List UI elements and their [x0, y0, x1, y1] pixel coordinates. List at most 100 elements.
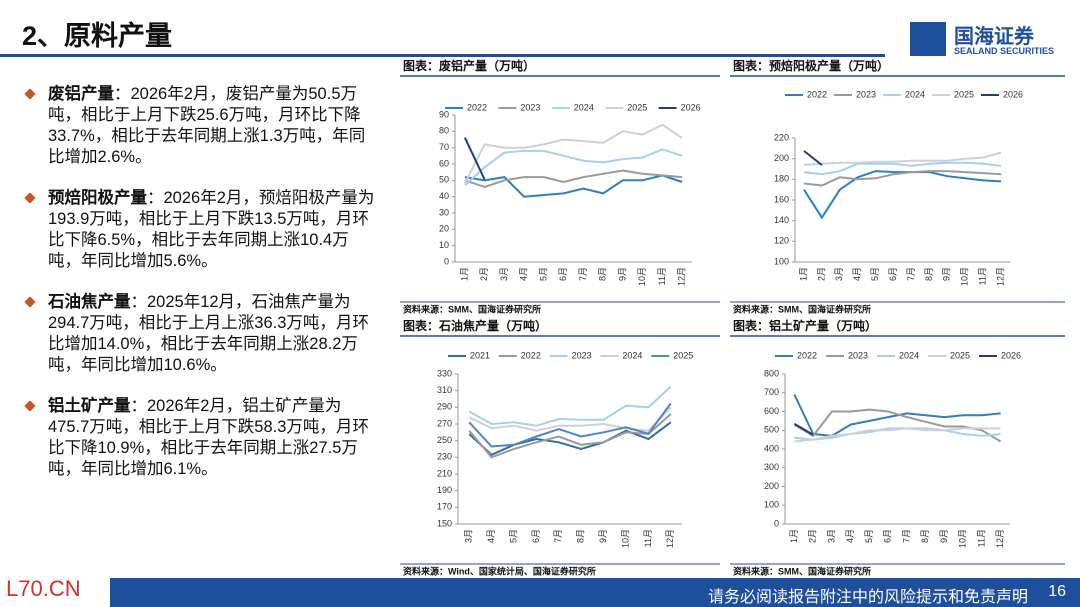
legend-label: 2026	[681, 102, 701, 112]
logo-mark	[910, 22, 946, 56]
y-tick-label: 230	[437, 452, 452, 462]
x-tick-label: 12月	[677, 267, 687, 286]
logo-en: SEALAND SECURITIES	[954, 46, 1055, 56]
y-tick-label: 10	[439, 240, 449, 250]
x-tick-label: 1月	[798, 267, 808, 281]
bullet: 铝土矿产量：2026年2月，铝土矿产量为475.7万吨，相比于上月下跌58.3万…	[34, 396, 379, 480]
data-line	[803, 150, 823, 166]
x-tick-label: 7月	[553, 529, 563, 543]
page-number: 16	[1048, 583, 1066, 600]
slide-title: 2、原料产量	[22, 21, 173, 51]
legend-label: 2022	[521, 350, 541, 360]
y-tick-label: 330	[437, 368, 452, 378]
data-line	[464, 174, 683, 198]
data-line	[468, 385, 672, 427]
footer-bar: 请务必阅读报告附注中的风险提示和免责声明 16	[110, 578, 1080, 607]
y-tick-label: 0	[444, 256, 449, 266]
bullet-text: ：2026年2月，铝土矿产量为475.7万吨，相比于上月下跌58.3万吨，月环比…	[48, 397, 369, 478]
y-tick-label: 270	[437, 418, 452, 428]
x-tick-label: 6月	[888, 267, 898, 281]
x-tick-label: 11月	[978, 267, 988, 285]
x-tick-label: 8月	[598, 267, 608, 281]
legend-label: 2023	[520, 102, 540, 112]
legend-label: 2022	[467, 102, 487, 112]
data-line	[468, 413, 672, 459]
legend-label: 2023	[856, 89, 876, 99]
y-tick-label: 600	[764, 406, 779, 416]
x-tick-label: 12月	[995, 267, 1005, 286]
y-tick-label: 100	[764, 500, 779, 510]
x-tick-label: 6月	[558, 267, 568, 281]
y-tick-label: 400	[764, 443, 779, 453]
bullet: 石油焦产量：2025年12月，石油焦产量为294.7万吨，相比于上月上涨36.3…	[34, 292, 379, 376]
x-tick-label: 6月	[883, 529, 893, 543]
data-line	[464, 148, 683, 186]
x-tick-label: 11月	[643, 529, 653, 547]
x-tick-label: 9月	[942, 267, 952, 281]
x-tick-label: 4月	[845, 529, 855, 543]
bullet-term: 石油焦产量	[48, 293, 131, 311]
bullet-text: ：2026年2月，预焙阳极产量为193.9万吨，相比于上月下跌13.5万吨，月环…	[48, 189, 375, 270]
x-tick-label: 1月	[789, 529, 799, 543]
y-tick-label: 30	[439, 207, 449, 217]
x-tick-label: 6月	[531, 529, 541, 543]
x-tick-label: 1月	[459, 267, 469, 281]
y-tick-label: 90	[439, 109, 449, 119]
y-tick-label: 700	[764, 387, 779, 397]
y-tick-label: 180	[774, 174, 789, 184]
x-tick-label: 2月	[808, 529, 818, 543]
x-tick-label: 5月	[538, 267, 548, 281]
y-tick-label: 80	[439, 126, 449, 136]
data-line	[803, 151, 1002, 166]
legend-label: 2026	[1001, 350, 1021, 360]
chart-source: 资料来源：Wind、国家统计局、国海证券研究所	[403, 565, 596, 576]
data-line	[803, 170, 1002, 220]
y-tick-label: 40	[439, 191, 449, 201]
x-tick-label: 5月	[870, 267, 880, 281]
x-tick-label: 3月	[464, 529, 474, 543]
data-line	[464, 123, 683, 185]
legend-label: 2022	[807, 89, 827, 99]
bullet: 废铝产量：2026年2月，废铝产量为50.5万吨，相比于上月下跌25.6万吨，月…	[34, 84, 379, 168]
legend-label: 2025	[673, 350, 693, 360]
data-line	[793, 408, 1002, 443]
y-tick-label: 50	[439, 175, 449, 185]
y-tick-label: 170	[437, 502, 452, 512]
bullet-text: ：2026年2月，废铝产量为50.5万吨，相比于上月下跌25.6万吨，月环比下降…	[48, 85, 366, 166]
y-tick-label: 120	[774, 236, 789, 246]
header-rule	[0, 54, 885, 57]
data-line	[464, 169, 683, 188]
y-tick-label: 60	[439, 158, 449, 168]
x-tick-label: 10月	[620, 529, 630, 548]
y-tick-label: 20	[439, 224, 449, 234]
data-line	[803, 161, 1002, 176]
x-tick-label: 7月	[906, 267, 916, 281]
bullet-list: 废铝产量：2026年2月，废铝产量为50.5万吨，相比于上月下跌25.6万吨，月…	[34, 84, 379, 500]
y-tick-label: 310	[437, 385, 452, 395]
legend-label: 2022	[797, 350, 817, 360]
data-line	[803, 170, 1002, 187]
legend-label: 2024	[622, 350, 642, 360]
x-tick-label: 9月	[617, 267, 627, 281]
x-tick-label: 12月	[665, 529, 675, 548]
y-tick-label: 290	[437, 402, 452, 412]
bullet-term: 废铝产量	[48, 85, 114, 103]
y-tick-label: 800	[764, 368, 779, 378]
bullet-term: 铝土矿产量	[48, 397, 131, 415]
x-tick-label: 2月	[816, 267, 826, 281]
bullet: 预焙阳极产量：2026年2月，预焙阳极产量为193.9万吨，相比于上月下跌13.…	[34, 188, 379, 272]
x-tick-label: 3月	[834, 267, 844, 281]
x-tick-label: 8月	[920, 529, 930, 543]
legend-label: 2023	[848, 350, 868, 360]
y-tick-label: 160	[774, 194, 789, 204]
x-tick-label: 11月	[976, 529, 986, 547]
chart-title: 图表：废铝产量（万吨）	[403, 58, 535, 73]
y-tick-label: 220	[774, 132, 789, 142]
x-tick-label: 4月	[519, 267, 529, 281]
legend-label: 2025	[954, 89, 974, 99]
chart-title: 图表：石油焦产量（万吨）	[403, 318, 547, 333]
legend-label: 2025	[627, 102, 647, 112]
y-tick-label: 500	[764, 425, 779, 435]
x-tick-label: 10月	[637, 267, 647, 286]
